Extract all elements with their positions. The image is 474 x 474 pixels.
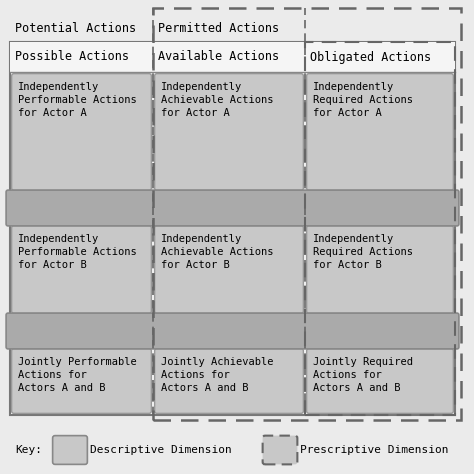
Text: Permitted Actions: Permitted Actions — [158, 21, 279, 35]
FancyBboxPatch shape — [53, 436, 87, 465]
FancyBboxPatch shape — [12, 73, 151, 191]
Bar — [153, 8, 461, 420]
FancyBboxPatch shape — [155, 349, 303, 413]
Text: Independently
Performable Actions
for Actor A: Independently Performable Actions for Ac… — [18, 82, 137, 118]
Text: Jointly Performable
Actions for
Actors A and B: Jointly Performable Actions for Actors A… — [18, 357, 137, 392]
FancyBboxPatch shape — [6, 190, 459, 226]
Text: Available Actions: Available Actions — [158, 51, 279, 64]
Text: Potential Actions: Potential Actions — [15, 21, 136, 35]
Text: Obligated Actions: Obligated Actions — [310, 51, 431, 64]
Text: Independently
Achievable Actions
for Actor B: Independently Achievable Actions for Act… — [161, 234, 273, 270]
FancyBboxPatch shape — [307, 349, 453, 413]
FancyBboxPatch shape — [12, 349, 151, 413]
Bar — [10, 42, 455, 72]
FancyBboxPatch shape — [12, 226, 151, 313]
Text: Jointly Achievable
Actions for
Actors A and B: Jointly Achievable Actions for Actors A … — [161, 357, 273, 392]
FancyBboxPatch shape — [307, 226, 453, 313]
FancyBboxPatch shape — [263, 436, 297, 465]
FancyBboxPatch shape — [6, 313, 459, 349]
Text: Independently
Required Actions
for Actor A: Independently Required Actions for Actor… — [313, 82, 413, 118]
FancyBboxPatch shape — [307, 73, 453, 191]
Bar — [305, 42, 455, 415]
Text: Possible Actions: Possible Actions — [15, 51, 129, 64]
Text: Independently
Required Actions
for Actor B: Independently Required Actions for Actor… — [313, 234, 413, 270]
Text: Independently
Performable Actions
for Actor B: Independently Performable Actions for Ac… — [18, 234, 137, 270]
Text: Key:: Key: — [15, 445, 42, 455]
FancyBboxPatch shape — [155, 73, 303, 191]
Bar — [10, 42, 455, 415]
Text: Independently
Achievable Actions
for Actor A: Independently Achievable Actions for Act… — [161, 82, 273, 118]
Text: Prescriptive Dimension: Prescriptive Dimension — [300, 445, 448, 455]
Text: Jointly Required
Actions for
Actors A and B: Jointly Required Actions for Actors A an… — [313, 357, 413, 392]
Text: Descriptive Dimension: Descriptive Dimension — [90, 445, 232, 455]
FancyBboxPatch shape — [155, 226, 303, 313]
